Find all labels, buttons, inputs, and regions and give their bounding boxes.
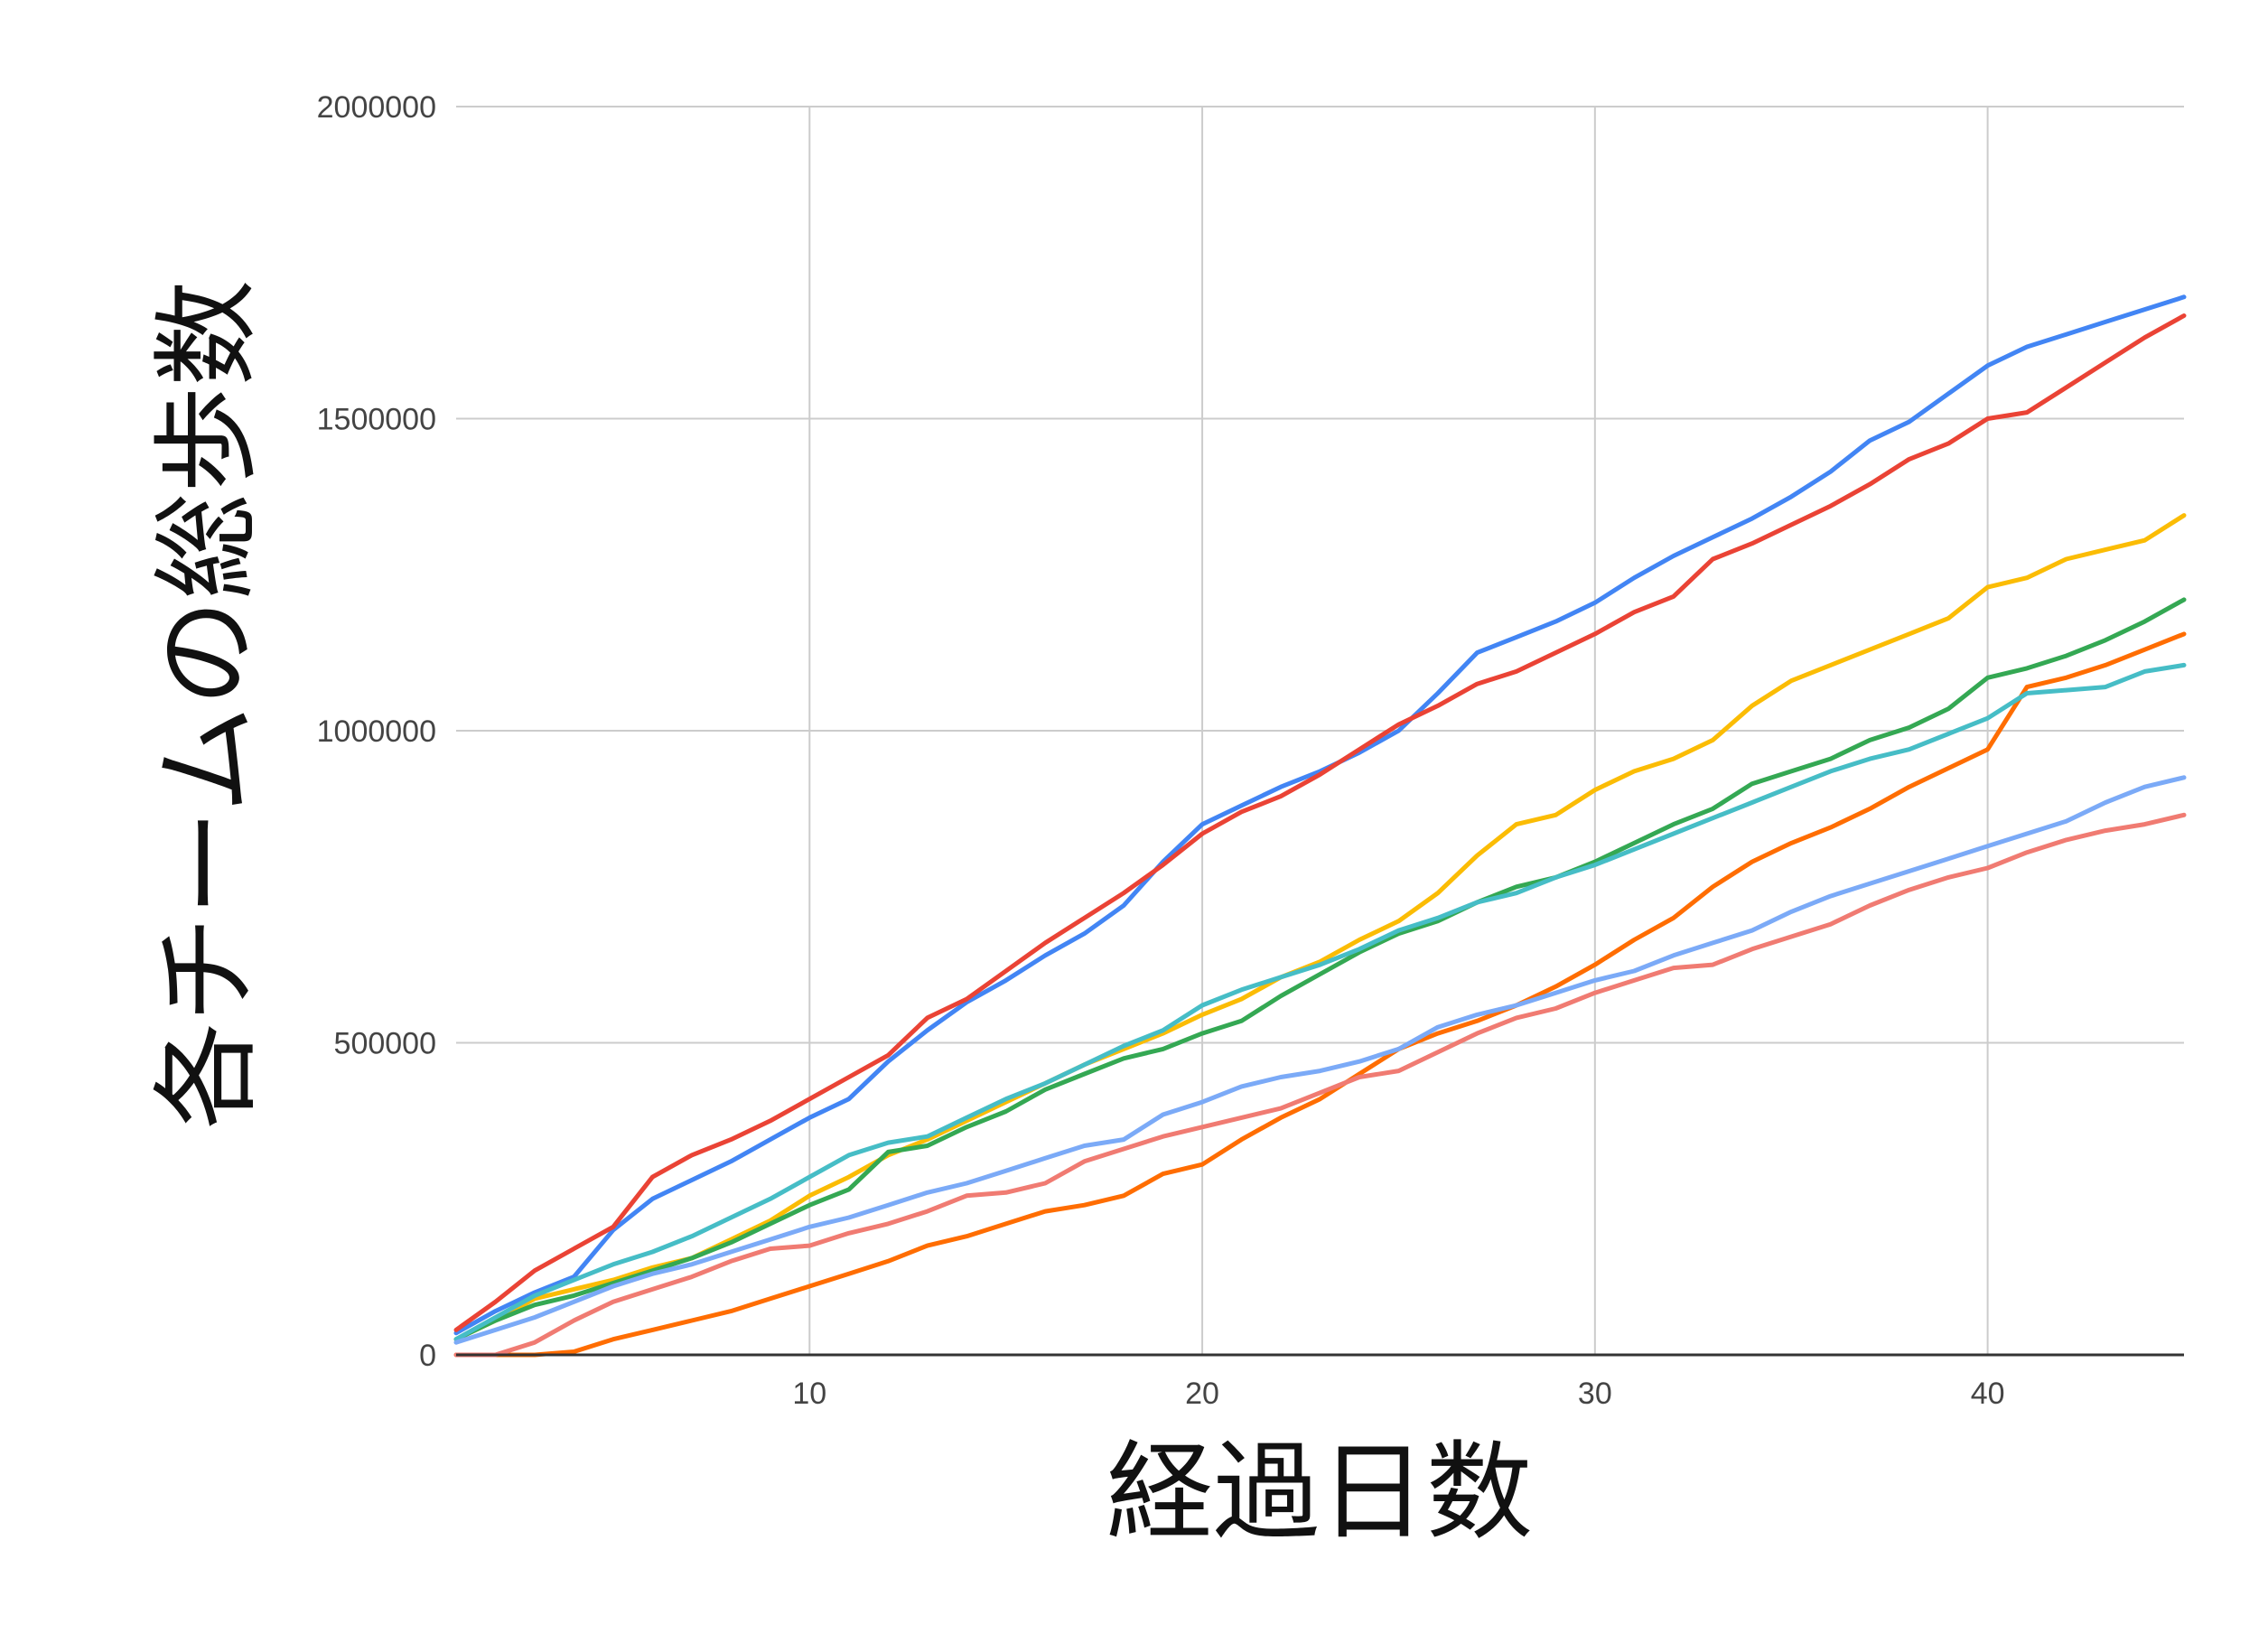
series-line-8 [453,812,2187,1358]
series-line-3 [453,513,2187,1342]
axes: 0 500000 1000000 1500000 2000000 10 20 30 40 [317,90,2184,1411]
x-tick-label: 10 [792,1377,826,1411]
series-line-7 [453,775,2187,1345]
series-lines [453,294,2187,1358]
series-line-5 [453,631,2187,1358]
x-tick-label: 20 [1185,1377,1219,1411]
series-line-6 [453,662,2187,1342]
y-axis-title: 各チームの総歩数 [145,280,269,1129]
series-line-4 [453,597,2187,1342]
x-tick-label: 30 [1578,1377,1612,1411]
y-tick-label: 0 [419,1339,436,1373]
y-tick-label: 500000 [334,1027,436,1061]
y-tick-label: 1000000 [317,714,436,749]
x-axis-title: 経過日数 [1106,1430,1533,1554]
series-line-2 [453,313,2187,1332]
series-line-1 [453,294,2187,1336]
y-tick-label: 2000000 [317,90,436,125]
y-tick-label: 1500000 [317,403,436,437]
gridlines [456,106,2184,1355]
x-tick-label: 40 [1971,1377,2005,1411]
